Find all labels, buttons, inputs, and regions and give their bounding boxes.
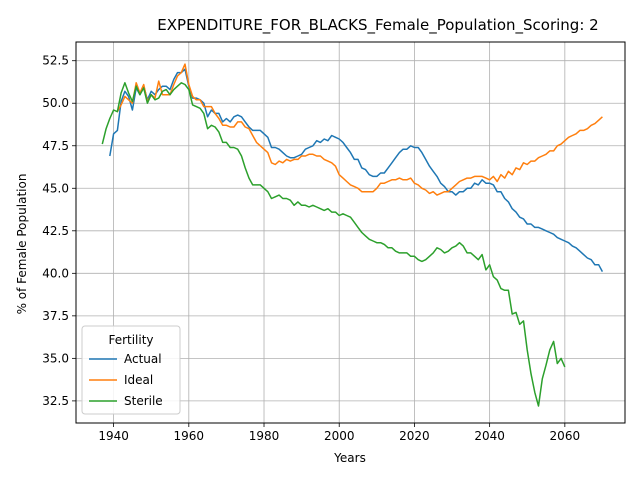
y-tick-label: 35.0 [42, 351, 69, 365]
y-tick-label: 47.5 [42, 139, 69, 153]
y-tick-label: 52.5 [42, 54, 69, 68]
x-axis-label: Years [333, 451, 366, 465]
legend-box [81, 325, 181, 415]
y-tick-label: 42.5 [42, 224, 69, 238]
y-tick-label: 50.0 [42, 96, 69, 110]
x-tick-label: 1980 [249, 429, 280, 443]
y-tick-label: 45.0 [42, 181, 69, 195]
legend-label-ideal: Ideal [124, 373, 153, 387]
y-axis-label: % of Female Population [15, 174, 29, 315]
legend-title: Fertility [108, 333, 153, 347]
series-lines [101, 63, 604, 407]
chart-title: EXPENDITURE_FOR_BLACKS_Female_Population… [157, 16, 598, 35]
x-axis-ticks: 1940 1960 1980 2000 2020 2040 2060 [98, 423, 580, 443]
legend-item-sterile: Sterile [89, 394, 163, 408]
series-line-sterile [101, 82, 566, 407]
legend-items: Actual Ideal Sterile [89, 352, 163, 408]
plot-frame [75, 41, 626, 424]
y-tick-label: 32.5 [42, 394, 69, 408]
x-tick-label: 2060 [550, 429, 581, 443]
legend-item-actual: Actual [89, 352, 162, 366]
legend-label-actual: Actual [124, 352, 162, 366]
legend: Fertility Actual Ideal Sterile [81, 325, 181, 415]
x-tick-label: 2020 [399, 429, 430, 443]
x-tick-label: 2040 [474, 429, 505, 443]
y-axis-ticks: 32.5 35.0 37.5 40.0 42.5 45.0 47.5 50.0 52.5 [42, 54, 76, 408]
x-tick-label: 1940 [98, 429, 129, 443]
x-tick-label: 2000 [324, 429, 355, 443]
legend-item-ideal: Ideal [89, 373, 153, 387]
x-tick-label: 1960 [174, 429, 205, 443]
legend-label-sterile: Sterile [124, 394, 163, 408]
y-tick-label: 37.5 [42, 309, 69, 323]
y-tick-label: 40.0 [42, 266, 69, 280]
series-line-ideal [116, 63, 603, 196]
